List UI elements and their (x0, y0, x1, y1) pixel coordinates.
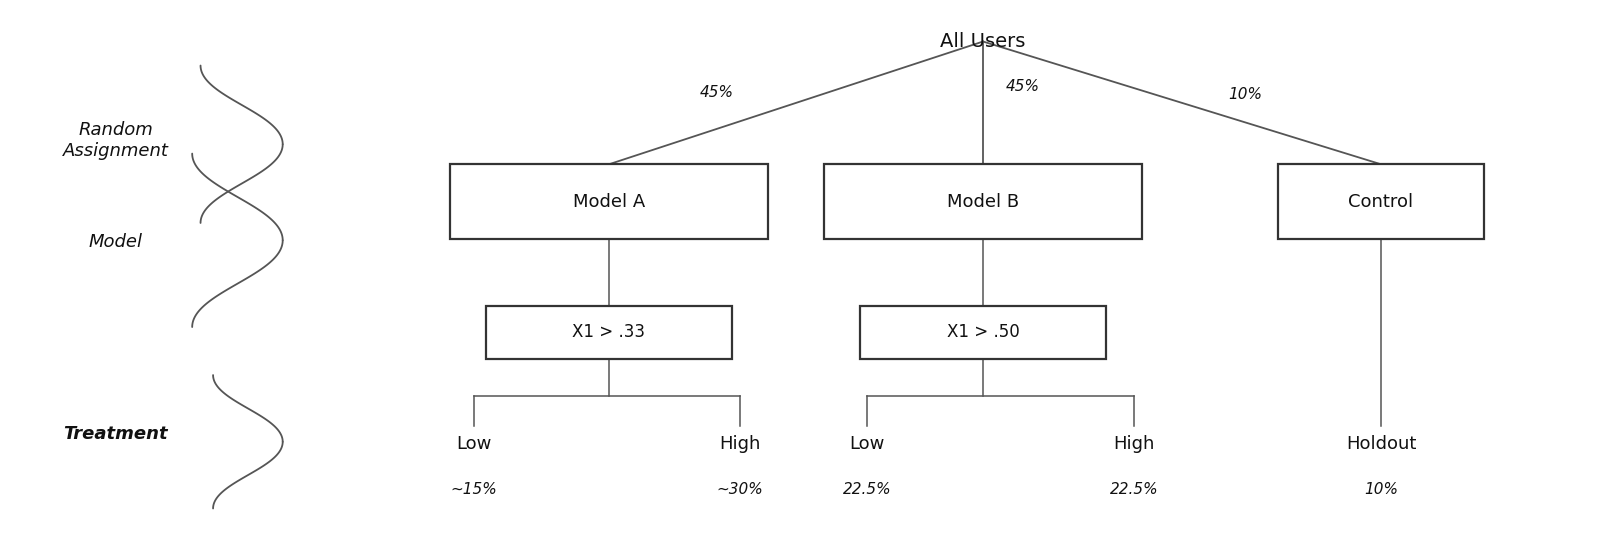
Text: ~30%: ~30% (717, 482, 763, 498)
Text: 45%: 45% (699, 85, 733, 100)
Text: All Users: All Users (941, 32, 1026, 51)
Text: Treatment: Treatment (64, 425, 168, 443)
Text: Low: Low (456, 435, 491, 454)
FancyBboxPatch shape (824, 164, 1142, 239)
Text: ~15%: ~15% (450, 482, 498, 498)
FancyBboxPatch shape (1277, 164, 1485, 239)
Text: Control: Control (1349, 192, 1413, 211)
Text: 45%: 45% (1006, 79, 1040, 94)
Text: 10%: 10% (1229, 87, 1262, 102)
Text: 10%: 10% (1363, 482, 1398, 498)
FancyBboxPatch shape (859, 306, 1106, 359)
Text: High: High (718, 435, 760, 454)
Text: Low: Low (850, 435, 885, 454)
FancyBboxPatch shape (450, 164, 768, 239)
Text: Random
Assignment: Random Assignment (62, 121, 168, 160)
Text: X1 > .50: X1 > .50 (947, 324, 1019, 341)
Text: 22.5%: 22.5% (843, 482, 891, 498)
Text: X1 > .33: X1 > .33 (573, 324, 645, 341)
Text: Model B: Model B (947, 192, 1019, 211)
Text: Holdout: Holdout (1346, 435, 1416, 454)
Text: Model: Model (88, 233, 142, 250)
FancyBboxPatch shape (486, 306, 733, 359)
Text: High: High (1114, 435, 1155, 454)
Text: Model A: Model A (573, 192, 645, 211)
Text: 22.5%: 22.5% (1110, 482, 1158, 498)
